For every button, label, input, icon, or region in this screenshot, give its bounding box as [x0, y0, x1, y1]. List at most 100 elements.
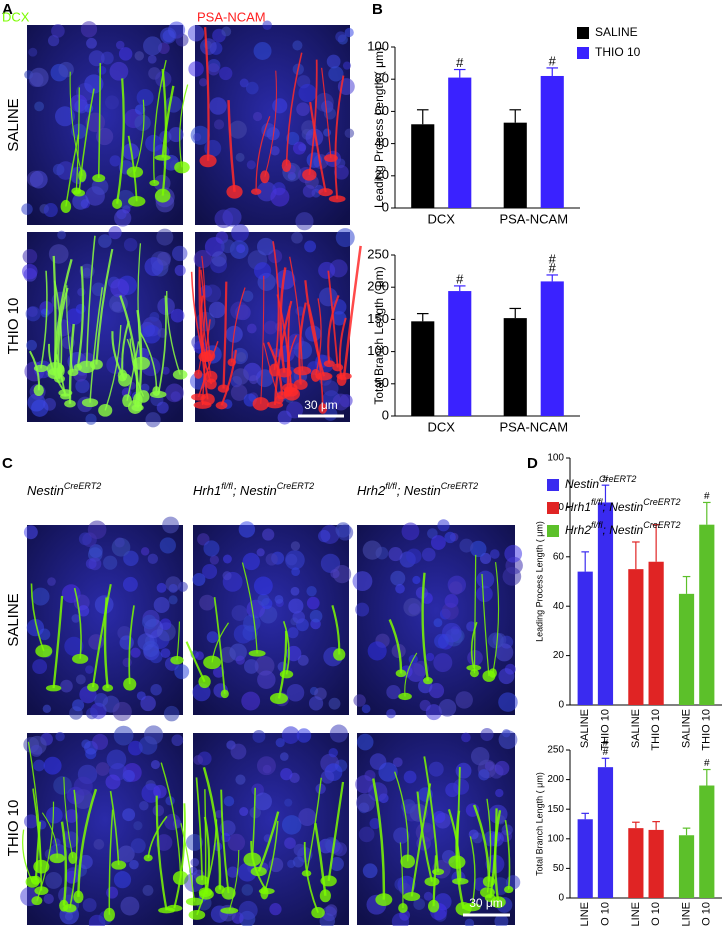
nucleus	[95, 762, 110, 776]
process	[52, 595, 64, 689]
nucleus	[322, 380, 339, 397]
nucleus	[241, 290, 254, 302]
nucleus	[147, 553, 159, 565]
process	[97, 63, 102, 179]
y-tick-label: 100	[547, 453, 564, 464]
nucleus	[284, 798, 293, 807]
text-segment: ; Nestin	[397, 483, 441, 498]
nucleus	[296, 728, 312, 743]
legend-label: Hrh1fl/fl; NestinCreERT2	[565, 497, 681, 514]
process	[321, 67, 332, 159]
nucleus	[100, 51, 114, 65]
process	[136, 309, 143, 408]
nucleus	[24, 814, 39, 829]
process	[119, 295, 139, 401]
nucleus	[298, 808, 317, 827]
text-segment: Nestin	[565, 477, 599, 491]
process	[399, 842, 404, 908]
soma	[455, 901, 472, 916]
row-label: THIO 10	[5, 298, 22, 355]
soma	[64, 400, 76, 408]
y-tick-label: 250	[367, 246, 389, 261]
legend-label: Hrh2fl/fl; NestinCreERT2	[565, 520, 681, 537]
nucleus	[388, 547, 403, 562]
nucleus	[298, 83, 317, 103]
nucleus	[368, 782, 388, 802]
nucleus	[155, 834, 173, 851]
x-tick-label: SALINE	[680, 902, 692, 926]
nucleus	[209, 97, 227, 115]
nucleus	[157, 251, 172, 266]
scale-bar-label: 30 μm	[304, 398, 338, 412]
bar	[411, 321, 435, 416]
process	[157, 295, 167, 395]
soma	[154, 154, 171, 161]
nucleus	[504, 544, 523, 563]
soma	[111, 860, 127, 870]
soma	[328, 195, 346, 203]
nucleus	[470, 540, 487, 558]
nucleus	[105, 95, 119, 110]
nucleus	[288, 598, 304, 614]
nucleus	[329, 857, 344, 872]
nucleus	[386, 684, 401, 700]
nucleus	[242, 552, 260, 571]
nucleus	[256, 548, 265, 557]
soma	[250, 866, 267, 877]
nucleus	[262, 20, 272, 30]
nucleus	[257, 593, 270, 606]
nucleus	[246, 160, 256, 170]
nucleus	[269, 903, 282, 916]
nucleus	[405, 548, 422, 565]
legend-label: THIO 10	[595, 45, 641, 59]
nucleus	[42, 704, 52, 714]
soma	[490, 896, 506, 908]
nucleus	[494, 914, 509, 926]
soma	[200, 393, 215, 406]
soma	[143, 854, 153, 862]
nucleus	[202, 563, 218, 579]
x-tick-label: SALINE	[630, 902, 642, 926]
nucleus	[153, 597, 170, 614]
soma	[318, 188, 333, 197]
process	[298, 302, 307, 385]
nucleus	[433, 810, 446, 823]
significance-mark: #	[549, 53, 557, 68]
panel-label: D	[527, 455, 538, 472]
text-segment: Hrh1	[565, 500, 591, 514]
process	[173, 803, 186, 909]
soma	[45, 684, 62, 692]
error-bar	[632, 541, 640, 570]
y-axis-label: Leading Process Length ( μm)	[372, 47, 386, 208]
micrograph	[20, 725, 189, 926]
nucleus	[110, 278, 130, 298]
process	[303, 841, 319, 913]
process	[85, 235, 96, 367]
nucleus	[263, 320, 278, 335]
nucleus	[51, 24, 65, 38]
soma	[73, 890, 84, 904]
nucleus	[252, 730, 266, 743]
nucleus	[168, 127, 184, 143]
soma	[198, 887, 213, 898]
bar	[411, 124, 435, 208]
significance-mark: #	[704, 758, 710, 769]
nucleus	[335, 31, 347, 43]
nucleus	[29, 170, 48, 189]
nucleus	[208, 301, 226, 319]
significance-mark: #	[549, 260, 557, 275]
process	[394, 771, 409, 862]
nucleus	[221, 239, 235, 254]
nucleus	[280, 752, 289, 761]
text-segment: CreERT2	[643, 520, 680, 530]
nucleus	[58, 61, 74, 78]
nucleus	[91, 178, 109, 196]
process	[128, 605, 135, 685]
x-tick-label: DCX	[428, 419, 456, 434]
soma	[504, 885, 514, 894]
legend-swatch	[577, 47, 589, 59]
nucleus	[34, 101, 45, 112]
text-segment: fl/fl	[221, 481, 234, 491]
nucleus	[203, 40, 212, 50]
nucleus	[122, 808, 136, 822]
